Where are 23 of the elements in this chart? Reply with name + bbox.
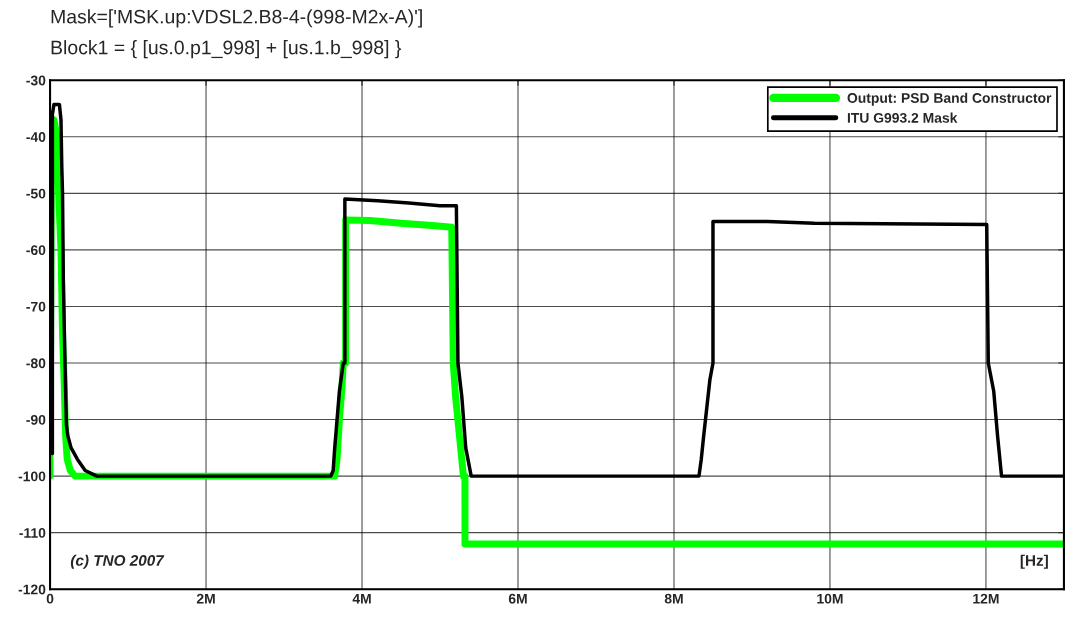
- x-tick-label: 10M: [817, 593, 843, 604]
- y-tick-label: -110: [19, 528, 46, 538]
- x-tick-label: 12M: [973, 593, 999, 604]
- y-tick-label: -90: [26, 414, 46, 425]
- x-tick-label: 2M: [196, 593, 215, 604]
- x-tick-label: 4M: [352, 593, 371, 604]
- y-tick-label: -70: [26, 301, 46, 312]
- y-tick-label: -50: [26, 188, 46, 199]
- x-tick-label: 6M: [508, 593, 527, 604]
- annotation: [Hz]: [1020, 554, 1048, 569]
- y-tick-label: -80: [26, 358, 46, 369]
- y-tick-label: -60: [26, 245, 46, 256]
- y-tick-label: -100: [18, 471, 46, 482]
- chart-title: Mask=['MSK.up:VDSL2.B8-4-(998-M2x-A)']: [51, 9, 422, 28]
- x-tick-label: 0: [46, 593, 54, 604]
- legend-label: Output: PSD Band Constructor: [847, 92, 1052, 106]
- y-tick-label: -40: [26, 132, 46, 142]
- annotation: (c) TNO 2007: [70, 554, 165, 569]
- y-tick-label: -30: [26, 75, 46, 86]
- y-tick-label: -120: [18, 584, 46, 595]
- chart-subtitle: Block1 = { [us.0.p1_998] + [us.1.b_998] }: [51, 40, 402, 59]
- legend-label: ITU G993.2 Mask: [847, 112, 958, 123]
- x-tick-label: 8M: [664, 593, 683, 604]
